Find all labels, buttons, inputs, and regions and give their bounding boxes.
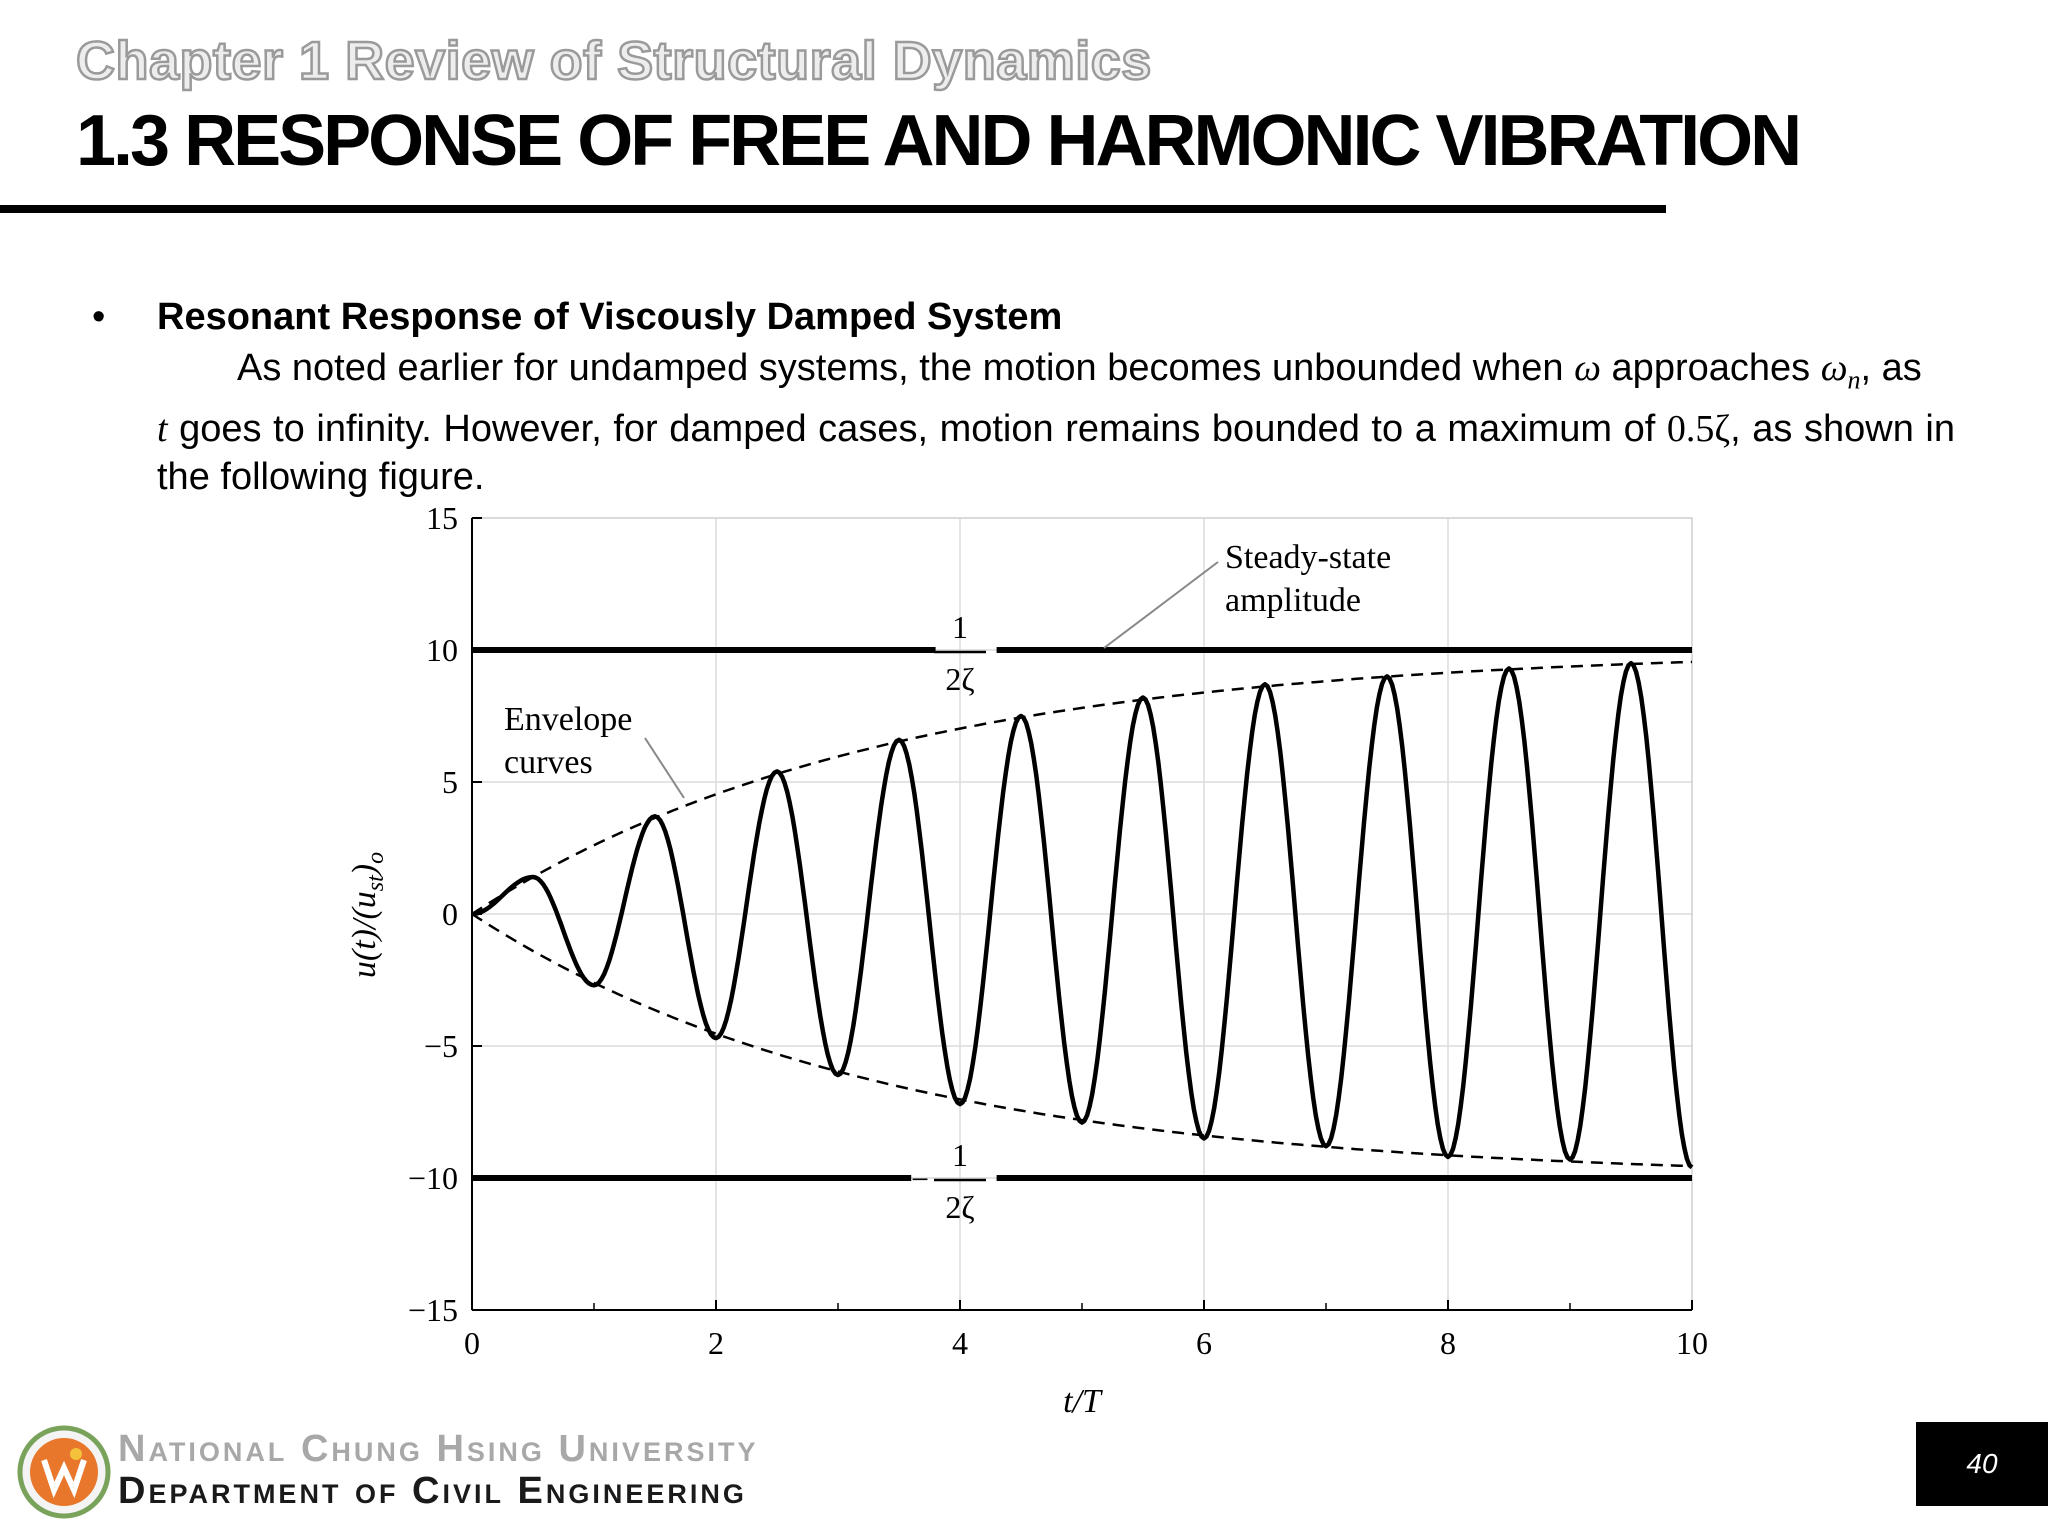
upper-label-denominator: 2ζ <box>945 661 974 697</box>
para-text-1: As noted earlier for undamped systems, t… <box>237 347 1564 389</box>
y-axis-label: u(t)/(ust)o <box>346 852 389 978</box>
y-tick-label: 0 <box>442 896 458 932</box>
y-tick-label: 15 <box>426 500 458 536</box>
response-chart: 0 2 4 6 8 10 15 10 5 0 −5 −10 −15 Steady-state amplit… <box>346 500 1708 1420</box>
x-tick-label: 2 <box>708 1325 724 1361</box>
y-tick-label: 10 <box>426 632 458 668</box>
lower-label-denominator: 2ζ <box>945 1189 974 1225</box>
steady-state-annotation-line1: Steady-state <box>1225 539 1391 576</box>
envelope-lower-curve <box>471 912 1693 1168</box>
para-text-2: approaches <box>1611 347 1811 389</box>
omega-symbol: ω <box>1574 347 1601 389</box>
bullet-marker: • <box>92 296 106 338</box>
y-tick-label: 5 <box>442 764 458 800</box>
title-underline <box>0 205 1666 213</box>
university-name: National Chung Hsing University <box>118 1428 759 1470</box>
page-number: 40 <box>1916 1422 2048 1506</box>
university-logo <box>17 1425 111 1519</box>
envelope-annotation-line1: Envelope <box>504 701 632 738</box>
x-tick-label: 0 <box>464 1325 480 1361</box>
bullet-heading: Resonant Response of Viscously Damped Sy… <box>157 296 1063 338</box>
omega-n-symbol: ωn <box>1820 347 1861 395</box>
steady-state-leader <box>1103 561 1219 649</box>
lower-label-numerator: 1 <box>952 1137 968 1173</box>
y-tick-label: −5 <box>424 1028 458 1064</box>
upper-label-numerator: 1 <box>952 609 968 645</box>
y-tick-label: −15 <box>408 1292 458 1328</box>
y-label-main: u(t)/(u <box>346 891 383 978</box>
x-tick-label: 6 <box>1196 1325 1212 1361</box>
logo-dot <box>70 1448 82 1460</box>
chapter-title: Chapter 1 Review of Structural Dynamics <box>75 30 1153 93</box>
x-axis-label: t/T <box>1063 1383 1103 1420</box>
chart-annotations: Steady-state amplitude Envelope curves 1 2ζ 1 2… <box>504 539 1391 1225</box>
x-tick-label: 8 <box>1440 1325 1456 1361</box>
chart-series <box>471 647 1694 1181</box>
chart-grid <box>472 518 1692 1310</box>
bound-value: 0.5ζ <box>1666 407 1731 450</box>
body-paragraph: As noted earlier for undamped systems, t… <box>157 344 1955 501</box>
y-label-o: o <box>363 852 389 864</box>
axis-ticks: 0 2 4 6 8 10 15 10 5 0 −5 −10 −15 <box>408 500 1708 1361</box>
para-text-5: , as shown in the following figure. <box>157 407 1955 498</box>
department-name: Department of Civil Engineering <box>118 1470 747 1512</box>
slide-title: 1.3 RESPONSE OF FREE AND HARMONIC VIBRAT… <box>76 101 1802 181</box>
steady-state-annotation-line2: amplitude <box>1225 582 1361 619</box>
envelope-leader <box>644 737 685 799</box>
lower-label-sign: − <box>911 1161 929 1197</box>
para-text-3: , as <box>1860 347 1922 389</box>
y-label-end: ) <box>346 864 383 877</box>
envelope-upper-curve <box>471 660 1693 916</box>
envelope-annotation-line2: curves <box>504 744 593 781</box>
para-text-4: goes to infinity. However, for damped ca… <box>179 407 1656 450</box>
y-tick-label: −10 <box>408 1160 458 1196</box>
response-curve <box>471 660 1694 1170</box>
t-symbol: t <box>157 407 168 450</box>
x-tick-label: 10 <box>1676 1325 1708 1361</box>
x-tick-label: 4 <box>952 1325 968 1361</box>
y-label-sub: st <box>363 874 389 891</box>
logo-mark <box>41 1459 87 1499</box>
